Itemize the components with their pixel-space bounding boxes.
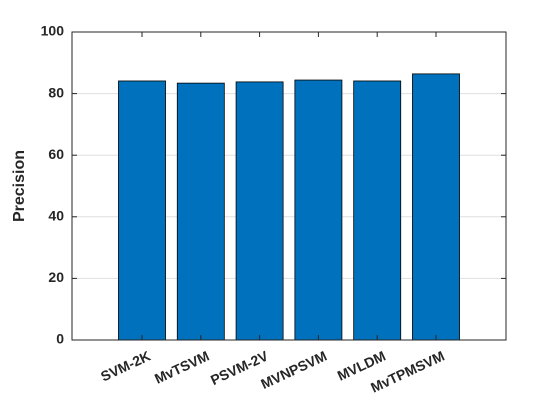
y-tick-label: 80 <box>48 84 64 100</box>
bar <box>353 80 402 341</box>
bar <box>294 79 343 341</box>
axes-box <box>71 31 507 341</box>
bar <box>118 80 166 341</box>
y-tick-label: 0 <box>56 331 64 347</box>
y-tick-label: 60 <box>48 146 64 162</box>
bar <box>235 81 284 341</box>
bar <box>176 82 225 341</box>
y-axis-label: Precision <box>11 150 28 222</box>
y-tick-label: 100 <box>41 23 65 39</box>
y-tick-label: 20 <box>48 269 64 285</box>
y-tick-label: 40 <box>48 208 64 224</box>
bar <box>412 73 460 341</box>
